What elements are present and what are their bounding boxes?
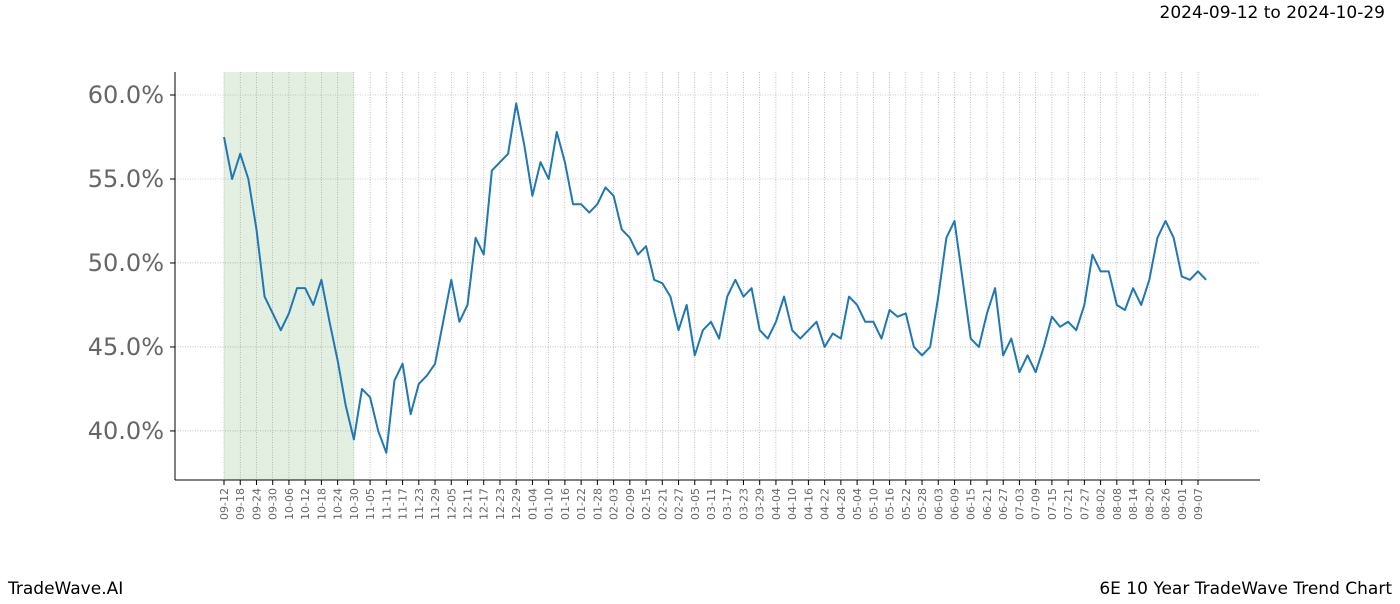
x-tick-label: 07-27 <box>1078 488 1091 520</box>
x-tick-label: 12-05 <box>445 488 458 520</box>
x-tick-label: 03-23 <box>737 488 750 520</box>
x-tick-label: 12-29 <box>510 488 523 520</box>
footer-left: TradeWave.AI <box>7 579 123 599</box>
plot <box>223 102 1207 454</box>
footer-right: 6E 10 Year TradeWave Trend Chart <box>1099 579 1392 599</box>
x-tick-label: 01-04 <box>526 488 539 520</box>
x-tick-label: 12-23 <box>494 488 507 520</box>
x-tick-label: 03-11 <box>705 488 718 520</box>
x-tick-label: 08-20 <box>1143 488 1156 520</box>
x-tick-label: 08-26 <box>1160 488 1173 520</box>
y-tick-label: 45.0% <box>88 333 164 361</box>
x-tick-label: 01-10 <box>543 488 556 520</box>
x-tick-label: 11-23 <box>413 488 426 520</box>
x-tick-label: 04-04 <box>770 488 783 520</box>
x-tick-label: 07-15 <box>1046 488 1059 520</box>
x-tick-label: 07-21 <box>1062 488 1075 520</box>
data-line <box>223 102 1207 454</box>
x-tick-label: 06-21 <box>981 488 994 520</box>
x-tick-label: 02-09 <box>624 488 637 520</box>
x-tick-label: 10-30 <box>348 488 361 520</box>
x-tick-label: 05-22 <box>900 488 913 520</box>
x-tick-label: 08-08 <box>1111 488 1124 520</box>
x-tick-label: 01-16 <box>559 488 572 520</box>
x-tick-label: 10-18 <box>315 488 328 520</box>
x-tick-label: 12-17 <box>478 488 491 520</box>
x-tick-label: 05-04 <box>851 488 864 520</box>
x-tick-label: 09-12 <box>218 488 231 520</box>
x-tick-label: 09-24 <box>250 488 263 520</box>
x-tick-label: 11-17 <box>397 488 410 520</box>
x-tick-label: 03-05 <box>689 488 702 520</box>
x-tick-label: 05-10 <box>867 488 880 520</box>
x-tick-label: 11-29 <box>429 488 442 520</box>
x-tick-label: 06-27 <box>997 488 1010 520</box>
grid: 40.0% 45.0% 50.0% 55.0% 60.0% 09-12 09-18 09-24… <box>88 72 1260 520</box>
x-tick-label: 05-28 <box>916 488 929 520</box>
x-tick-label: 02-15 <box>640 488 653 520</box>
x-tick-label: 01-28 <box>591 488 604 520</box>
x-tick-label: 09-01 <box>1176 488 1189 520</box>
x-tick-label: 06-15 <box>965 488 978 520</box>
x-tick-label: 10-24 <box>332 488 345 520</box>
y-tick-label: 50.0% <box>88 249 164 277</box>
x-tick-label: 06-03 <box>932 488 945 520</box>
x-tick-label: 05-16 <box>884 488 897 520</box>
x-tick-label: 08-02 <box>1095 488 1108 520</box>
x-tick-label: 02-03 <box>608 488 621 520</box>
x-tick-label: 12-11 <box>462 488 475 520</box>
chart-title: 2024-09-12 to 2024-10-29 <box>1160 3 1385 23</box>
x-tick-label: 09-07 <box>1192 488 1205 520</box>
x-tick-label: 01-22 <box>575 488 588 520</box>
x-tick-label: 02-21 <box>656 488 669 520</box>
x-tick-label: 04-16 <box>802 488 815 520</box>
highlight-region <box>224 72 354 480</box>
x-tick-label: 02-27 <box>673 488 686 520</box>
x-tick-label: 11-11 <box>380 488 393 520</box>
x-tick-label: 09-30 <box>267 488 280 520</box>
x-tick-label: 10-06 <box>283 488 296 520</box>
x-tick-label: 06-09 <box>949 488 962 520</box>
x-tick-label: 10-12 <box>299 488 312 520</box>
x-tick-label: 04-22 <box>819 488 832 520</box>
x-tick-label: 04-10 <box>786 488 799 520</box>
y-tick-label: 40.0% <box>88 417 164 445</box>
x-tick-label: 03-17 <box>721 488 734 520</box>
x-tick-label: 07-03 <box>1013 488 1026 520</box>
y-tick-label: 60.0% <box>88 81 164 109</box>
x-tick-label: 07-09 <box>1030 488 1043 520</box>
x-tick-label: 11-05 <box>364 488 377 520</box>
x-tick-label: 03-29 <box>754 488 767 520</box>
x-tick-label: 08-14 <box>1127 488 1140 520</box>
x-tick-label: 09-18 <box>234 488 247 520</box>
x-tick-label: 04-28 <box>835 488 848 520</box>
y-tick-label: 55.0% <box>88 165 164 193</box>
